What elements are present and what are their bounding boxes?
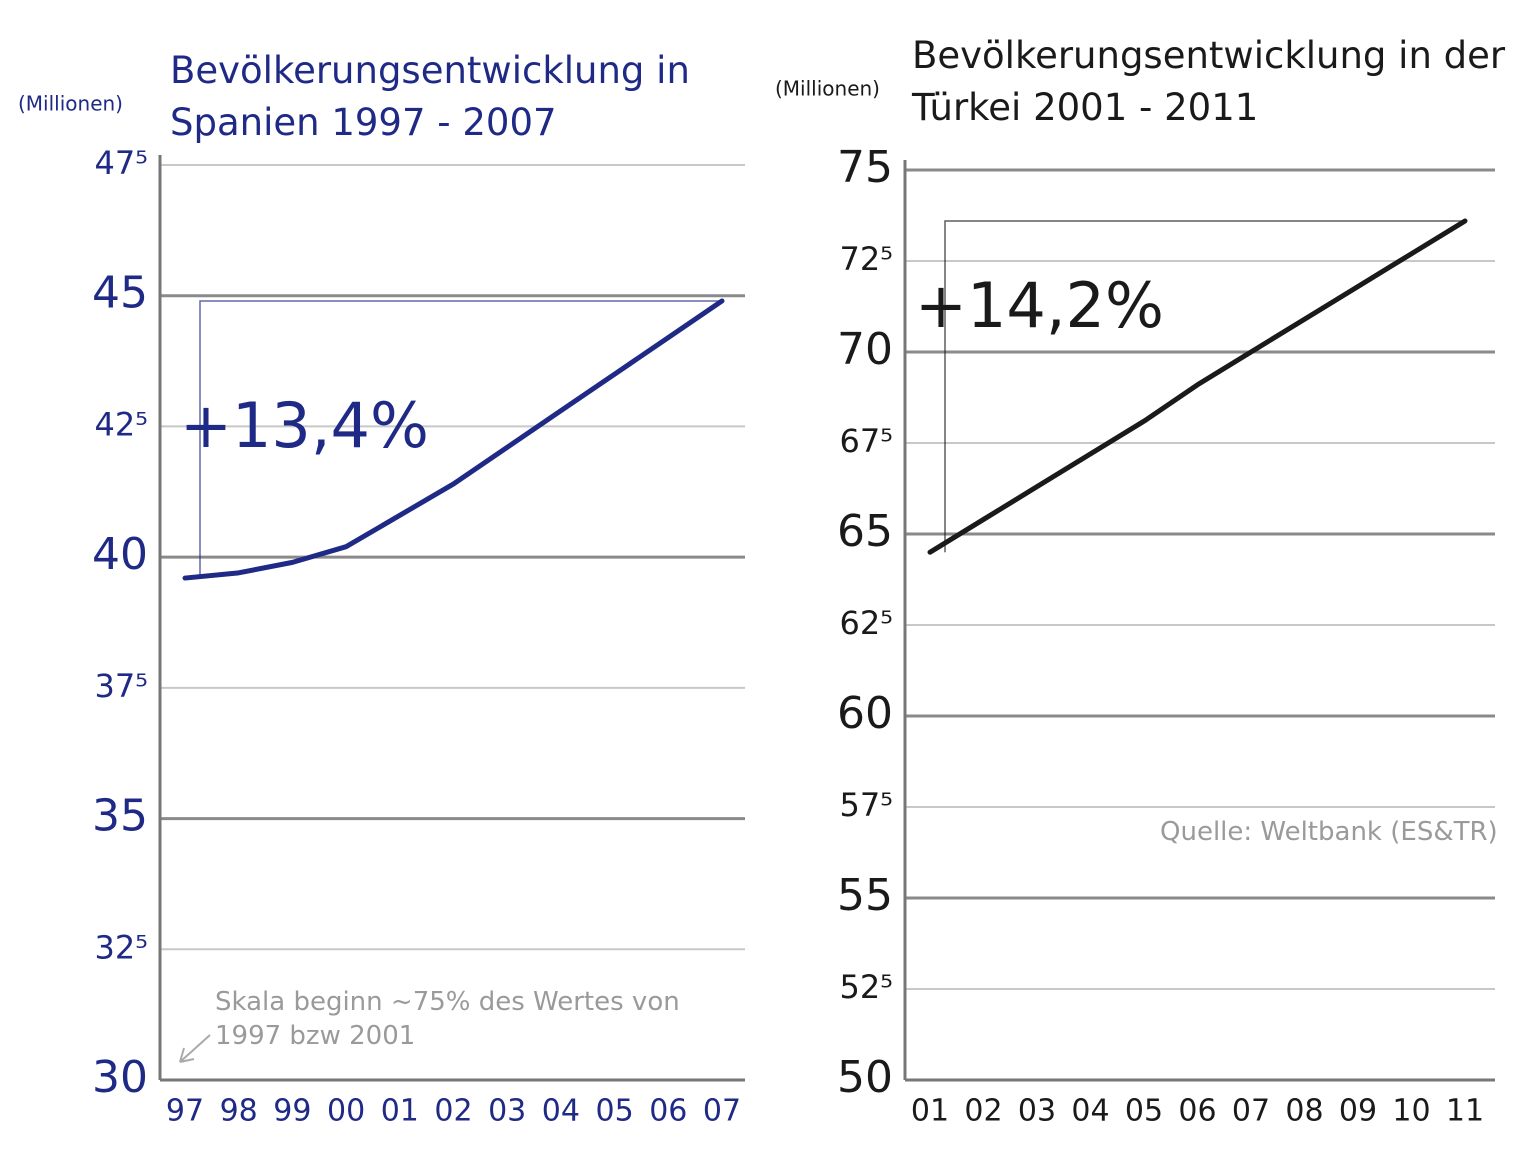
y-tick-label: 72⁵: [839, 240, 893, 278]
x-tick-label: 05: [1125, 1094, 1163, 1129]
y-tick-label: 70: [837, 324, 893, 375]
x-tick-label: 05: [596, 1094, 634, 1129]
note: Quelle: Weltbank (ES&TR): [1160, 817, 1498, 847]
x-tick-label: 01: [381, 1094, 419, 1129]
y-tick-label: 60: [837, 688, 893, 739]
x-tick-label: 08: [1285, 1094, 1323, 1129]
y-tick-label: 57⁵: [839, 786, 893, 824]
annotation-bracket: [944, 220, 1465, 553]
y-tick-label: 40: [92, 529, 148, 580]
x-tick-label: 10: [1392, 1094, 1430, 1129]
x-tick-label: 06: [649, 1094, 687, 1129]
data-line: [182, 298, 725, 581]
x-tick-label: 98: [220, 1094, 258, 1129]
x-tick-label: 01: [911, 1094, 949, 1129]
y-tick-label: 62⁵: [839, 604, 893, 642]
annotation: +13,4%: [180, 389, 429, 462]
x-tick-label: 00: [327, 1094, 365, 1129]
y-tick-label: 30: [92, 1052, 148, 1103]
y-tick-label: 32⁵: [94, 928, 148, 966]
x-tick-label: 03: [488, 1094, 526, 1129]
x-tick-label: 97: [166, 1094, 204, 1129]
annotation: +14,2%: [915, 269, 1164, 342]
chart-title: Bevölkerungsentwicklung in Spanien 1997 …: [170, 49, 690, 144]
x-tick-label: 03: [1018, 1094, 1056, 1129]
note: Skala beginn ~75% des Wertes von 1997 bz…: [215, 987, 680, 1051]
y-tick-label: 67⁵: [839, 422, 893, 460]
x-tick-label: 06: [1178, 1094, 1216, 1129]
y-axis-label: (Millionen): [775, 77, 880, 101]
y-tick-label: 52⁵: [839, 968, 893, 1006]
chart-title: Bevölkerungsentwicklung in der Türkei 20…: [912, 34, 1506, 129]
y-tick-label: 65: [837, 506, 893, 557]
x-tick-label: 11: [1446, 1094, 1484, 1129]
x-tick-label: 07: [703, 1094, 741, 1129]
y-tick-label: 47⁵: [94, 144, 148, 182]
x-tick-label: 09: [1339, 1094, 1377, 1129]
y-tick-label: 45: [92, 268, 148, 319]
y-tick-label: 75: [837, 142, 893, 193]
x-tick-label: 04: [542, 1094, 580, 1129]
note-arrow: [179, 1034, 211, 1063]
x-tick-label: 02: [434, 1094, 472, 1129]
data-line: [927, 218, 1468, 555]
y-tick-label: 55: [837, 870, 893, 921]
y-tick-label: 50: [837, 1052, 893, 1103]
y-tick-label: 42⁵: [94, 405, 148, 443]
y-tick-label: 35: [92, 791, 148, 842]
x-tick-label: 02: [964, 1094, 1002, 1129]
y-tick-label: 37⁵: [94, 667, 148, 705]
y-axis-label: (Millionen): [18, 92, 123, 116]
annotation-bracket: [199, 300, 722, 579]
x-tick-label: 04: [1071, 1094, 1109, 1129]
x-tick-label: 99: [273, 1094, 311, 1129]
x-tick-label: 07: [1232, 1094, 1270, 1129]
